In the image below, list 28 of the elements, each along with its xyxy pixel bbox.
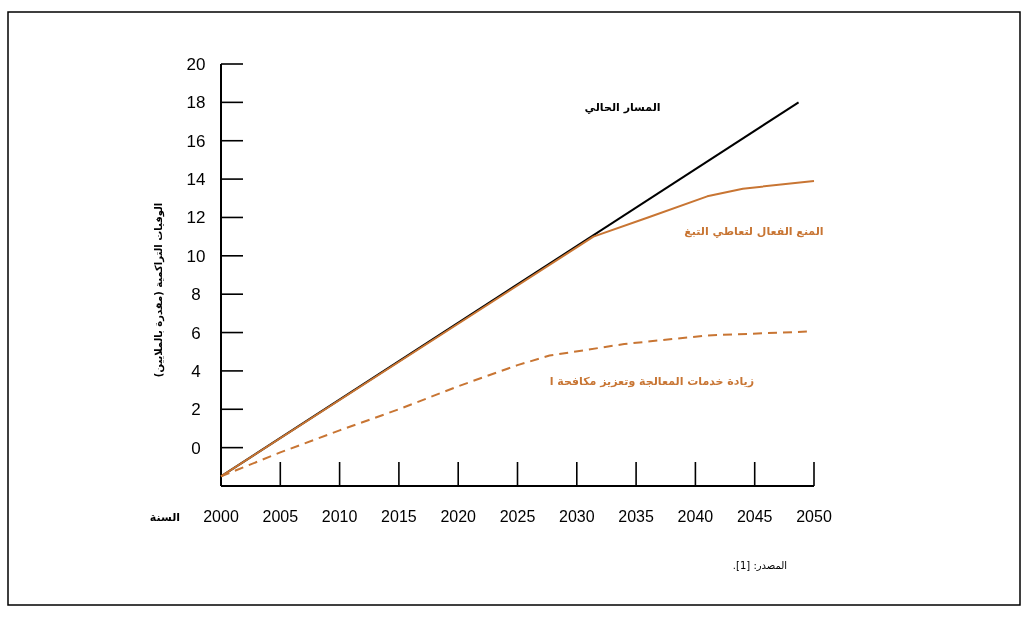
y-tick-label: 8 (191, 285, 201, 305)
series-label: زيادة خدمات المعالجة وتعزيز مكافحة ا (549, 374, 755, 388)
y-tick-label: 10 (186, 246, 206, 266)
series-label: المنع الفعال لتعاطي التبغ (684, 225, 824, 239)
y-tick-label: 14 (186, 170, 206, 190)
x-axis-title: السنة (149, 511, 181, 524)
x-tick-label: 2035 (618, 508, 654, 525)
y-tick-label: 16 (186, 131, 206, 151)
y-tick-label: 6 (191, 323, 201, 343)
y-tick-label: 4 (191, 361, 201, 381)
x-tick-label: 2050 (796, 508, 832, 525)
y-tick-label: 18 (186, 93, 206, 113)
x-tick-label: 2045 (736, 508, 773, 525)
y-tick-label: 12 (186, 208, 206, 228)
y-axis-title: الوفيات التراكمية (مقدرة بالملايين) (153, 202, 165, 378)
x-tick-label: 2005 (262, 508, 299, 525)
y-tick-label: 0 (191, 438, 201, 458)
x-tick-label: 2020 (440, 508, 477, 525)
x-tick-label: 2025 (499, 508, 536, 525)
x-tick-label: 2010 (321, 508, 358, 525)
x-tick-label: 2030 (559, 508, 595, 525)
x-tick-label: 2040 (677, 508, 714, 525)
text: المصدر: [1]. (732, 560, 788, 571)
y-tick-label: 20 (186, 55, 206, 74)
y-tick-label: 2 (191, 400, 201, 420)
text: المسار الحالي (584, 101, 661, 115)
x-tick-label: 2015 (381, 508, 417, 525)
x-tick-label: 2000 (203, 508, 239, 525)
